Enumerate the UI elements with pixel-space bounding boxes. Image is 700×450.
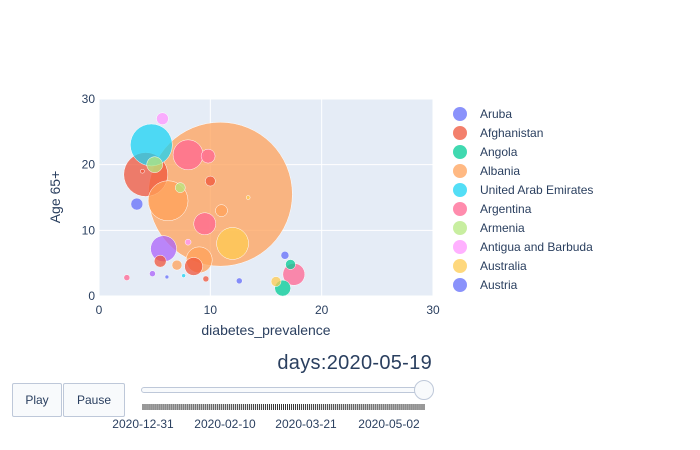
bubble-point[interactable] xyxy=(164,274,170,280)
bubble-point[interactable] xyxy=(202,275,210,283)
legend-item[interactable]: United Arab Emirates xyxy=(453,183,593,197)
slider-date-label: 2020-12-31 xyxy=(112,417,174,431)
legend-label: Armenia xyxy=(480,221,525,235)
slider-current-value: 2020-05-19 xyxy=(326,352,432,374)
bubble-point[interactable] xyxy=(123,274,131,281)
legend-marker xyxy=(453,126,467,140)
slider-prefix: days: xyxy=(277,352,327,374)
legend-marker xyxy=(453,107,467,121)
legend-item[interactable]: Argentina xyxy=(453,202,532,216)
legend-marker xyxy=(453,145,467,159)
bubble-point[interactable] xyxy=(181,273,186,278)
bubble-point[interactable] xyxy=(175,182,186,193)
legend-marker xyxy=(453,221,467,235)
bubble-point[interactable] xyxy=(193,212,217,236)
bubbles xyxy=(123,112,306,297)
bubble-point[interactable] xyxy=(172,139,204,171)
x-axis-title: diabetes_prevalence xyxy=(201,322,330,338)
legend-label: Afghanistan xyxy=(480,126,543,140)
legend-item[interactable]: Aruba xyxy=(453,107,512,121)
x-tick-label: 0 xyxy=(96,303,103,317)
bubble-point[interactable] xyxy=(153,254,167,268)
slider-date-label: 2020-05-02 xyxy=(358,417,420,431)
bubble-point[interactable] xyxy=(280,251,290,260)
legend-label: Angola xyxy=(480,145,518,159)
legend-label: Albania xyxy=(480,164,520,178)
x-tick-label: 20 xyxy=(315,303,329,317)
axis-ticks: 0 10 20 30 0 10 20 30 xyxy=(82,92,440,317)
legend-marker xyxy=(453,259,467,273)
y-tick-label: 0 xyxy=(88,289,95,303)
legend-item[interactable]: Austria xyxy=(453,278,518,292)
legend-item[interactable]: Afghanistan xyxy=(453,126,543,140)
play-button[interactable]: Play xyxy=(12,383,62,417)
bubble-point[interactable] xyxy=(184,238,192,246)
slider-handle[interactable] xyxy=(414,380,434,400)
y-axis-title: Age 65+ xyxy=(47,171,63,224)
bubble-point[interactable] xyxy=(285,259,296,270)
y-tick-label: 10 xyxy=(82,223,96,237)
slider-date-label: 2020-03-21 xyxy=(275,417,337,431)
legend-marker xyxy=(453,202,467,216)
bubble-point[interactable] xyxy=(245,195,251,200)
y-tick-label: 20 xyxy=(82,158,96,172)
bubble-point[interactable] xyxy=(184,257,203,276)
legend[interactable]: Aruba Afghanistan Angola Albania United Arab… xyxy=(453,107,593,292)
legend-item[interactable]: Armenia xyxy=(453,221,525,235)
legend-marker xyxy=(453,164,467,178)
legend-marker xyxy=(453,240,467,254)
bubble-point[interactable] xyxy=(200,148,216,164)
legend-label: United Arab Emirates xyxy=(480,183,593,197)
legend-label: Austria xyxy=(480,278,518,292)
x-tick-label: 10 xyxy=(204,303,218,317)
bubble-point[interactable] xyxy=(205,175,216,187)
bubble-point[interactable] xyxy=(130,197,144,211)
slider-ticks xyxy=(142,404,425,410)
legend-marker xyxy=(453,278,467,292)
legend-label: Aruba xyxy=(480,107,512,121)
legend-label: Australia xyxy=(480,259,527,273)
pause-button[interactable]: Pause xyxy=(63,383,125,417)
slider-current-label: days:2020-05-19 xyxy=(277,352,432,375)
legend-item[interactable]: Albania xyxy=(453,164,520,178)
slider-track[interactable] xyxy=(141,387,424,393)
bubble-point[interactable] xyxy=(270,276,282,287)
legend-item[interactable]: Angola xyxy=(453,145,518,159)
y-tick-label: 30 xyxy=(82,92,96,106)
bubble-point[interactable] xyxy=(149,270,156,277)
bubble-point[interactable] xyxy=(146,156,163,173)
legend-item[interactable]: Australia xyxy=(453,259,527,273)
x-tick-label: 30 xyxy=(426,303,440,317)
legend-item[interactable]: Antigua and Barbuda xyxy=(453,240,593,254)
legend-marker xyxy=(453,183,467,197)
legend-label: Antigua and Barbuda xyxy=(480,240,593,254)
bubble-point[interactable] xyxy=(215,204,228,217)
bubble-point[interactable] xyxy=(236,277,243,285)
legend-label: Argentina xyxy=(480,202,532,216)
bubble-point[interactable] xyxy=(140,168,145,174)
slider-date-label: 2020-02-10 xyxy=(194,417,256,431)
bubble-point[interactable] xyxy=(171,259,183,271)
bubble-point[interactable] xyxy=(216,227,249,260)
bubble-point[interactable] xyxy=(156,112,169,125)
